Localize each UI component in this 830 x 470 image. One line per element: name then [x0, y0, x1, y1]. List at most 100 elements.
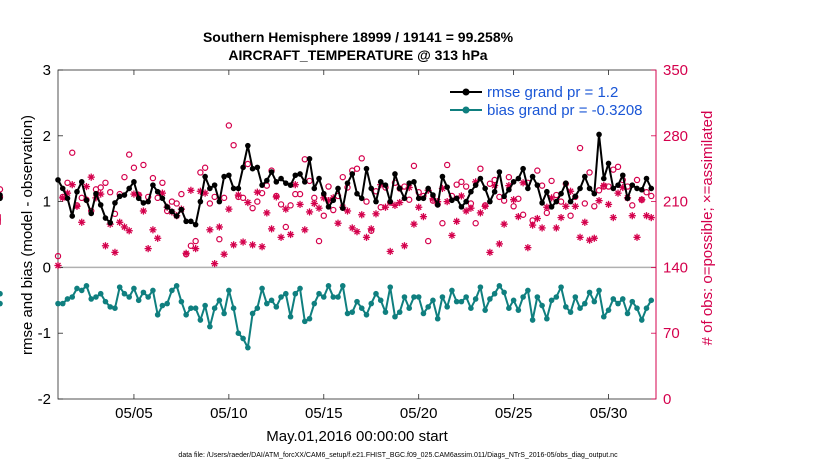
- rmse-point: [320, 190, 327, 197]
- bias-point: [605, 307, 612, 313]
- obs-assimilated-marker: [206, 226, 214, 234]
- rmse-point: [335, 185, 341, 192]
- obs-assimilated-marker: [638, 196, 646, 204]
- rmse-point: [126, 185, 132, 192]
- bias-point: [548, 297, 555, 304]
- obs-possible-marker: [472, 220, 479, 227]
- rmse-point: [572, 193, 579, 200]
- y-right-tick-label: 0: [663, 391, 671, 408]
- obs-assimilated-marker: [381, 203, 390, 211]
- rmse-point: [501, 193, 507, 200]
- rmse-point: [582, 173, 588, 180]
- obs-possible-marker: [249, 204, 256, 212]
- rmse-point: [211, 182, 218, 188]
- y-axis-right-label: # of obs: o=possible; ×=assimilated: [699, 111, 716, 346]
- bias-point: [306, 315, 313, 322]
- obs-possible-marker: [178, 190, 185, 198]
- obs-assimilated-marker: [500, 220, 508, 228]
- bias-point: [235, 330, 242, 337]
- bias-point: [638, 317, 645, 323]
- bias-point: [297, 285, 303, 292]
- y-axis-right: 0 70 140 210 280 350: [651, 62, 688, 408]
- bias-point: [240, 335, 246, 342]
- obs-assimilated-marker: [529, 221, 537, 229]
- bias-point: [126, 294, 132, 300]
- rmse-point: [306, 156, 313, 162]
- obs-possible-marker: [125, 151, 133, 158]
- bias-point: [121, 290, 128, 297]
- obs-possible-marker: [648, 192, 655, 200]
- obs-assimilated-marker: [149, 226, 157, 234]
- obs-assimilated-marker: [125, 227, 133, 235]
- bias-point: [154, 311, 161, 318]
- rmse-point: [634, 185, 640, 192]
- rmse-point: [102, 215, 109, 221]
- rmse-point: [297, 171, 303, 177]
- obs-possible-marker: [353, 165, 361, 172]
- bias-point: [316, 290, 322, 297]
- bias-point: [624, 310, 631, 317]
- bias-point: [188, 305, 194, 311]
- bias-point: [254, 305, 261, 311]
- bias-point: [159, 302, 166, 309]
- rmse-point: [491, 188, 498, 195]
- bias-point: [226, 287, 232, 294]
- rmse-point: [207, 185, 213, 192]
- rmse-point: [539, 200, 545, 206]
- bias-point: [135, 297, 142, 304]
- bias-point: [69, 294, 76, 300]
- bias-point: [268, 297, 275, 304]
- rmse-point: [396, 185, 403, 192]
- obs-assimilated-marker: [225, 205, 233, 213]
- rmse-point: [235, 185, 242, 192]
- obs-possible-marker: [567, 212, 574, 219]
- obs-possible-marker: [296, 190, 304, 198]
- obs-assimilated-marker: [144, 245, 152, 253]
- bias-point: [553, 294, 560, 300]
- obs-possible-marker: [406, 196, 413, 203]
- bias-point: [368, 300, 375, 307]
- obs-possible-marker: [301, 156, 308, 163]
- bias-point: [287, 313, 294, 320]
- obs-possible-marker: [187, 242, 195, 249]
- rmse-point: [629, 182, 636, 188]
- obs-possible-marker: [534, 167, 541, 174]
- rmse-point: [216, 198, 223, 205]
- rmse-point: [648, 185, 655, 192]
- obs-possible-marker: [614, 163, 622, 171]
- bias-point: [377, 297, 384, 304]
- rmse-point: [482, 185, 488, 192]
- rmse-point: [600, 175, 607, 182]
- obs-possible-marker: [211, 193, 218, 201]
- bias-point: [615, 300, 621, 307]
- obs-possible-marker: [220, 194, 228, 202]
- bias-point: [544, 315, 550, 322]
- obs-assimilated-marker: [139, 207, 148, 215]
- bias-point: [501, 289, 507, 296]
- rmse-point: [624, 195, 631, 202]
- obs-assimilated-marker: [476, 209, 484, 217]
- bias-point: [97, 290, 104, 297]
- rmse-point: [240, 164, 246, 171]
- rmse-point: [453, 195, 460, 202]
- obs-possible-marker: [277, 201, 285, 208]
- rmse-point: [344, 180, 351, 186]
- bias-point: [78, 287, 85, 294]
- rmse-point: [116, 193, 123, 200]
- y-axis-label: rmse and bias (model - observation): [19, 115, 36, 355]
- legend-bias-marker: [462, 106, 470, 114]
- bias-point: [59, 300, 66, 307]
- obs-assimilated-marker: [495, 240, 503, 248]
- bias-point: [577, 305, 583, 311]
- rmse-point: [59, 185, 66, 192]
- bias-point: [207, 323, 213, 330]
- obs-assimilated-marker: [253, 188, 261, 196]
- obs-possible-marker: [230, 141, 237, 149]
- bias-point: [358, 305, 365, 311]
- obs-assimilated-marker: [557, 213, 565, 222]
- obs-assimilated-marker: [68, 181, 76, 189]
- obs-assimilated-marker: [543, 203, 551, 211]
- bias-point: [245, 344, 251, 351]
- bias-point: [567, 309, 574, 315]
- obs-assimilated-marker: [367, 225, 375, 233]
